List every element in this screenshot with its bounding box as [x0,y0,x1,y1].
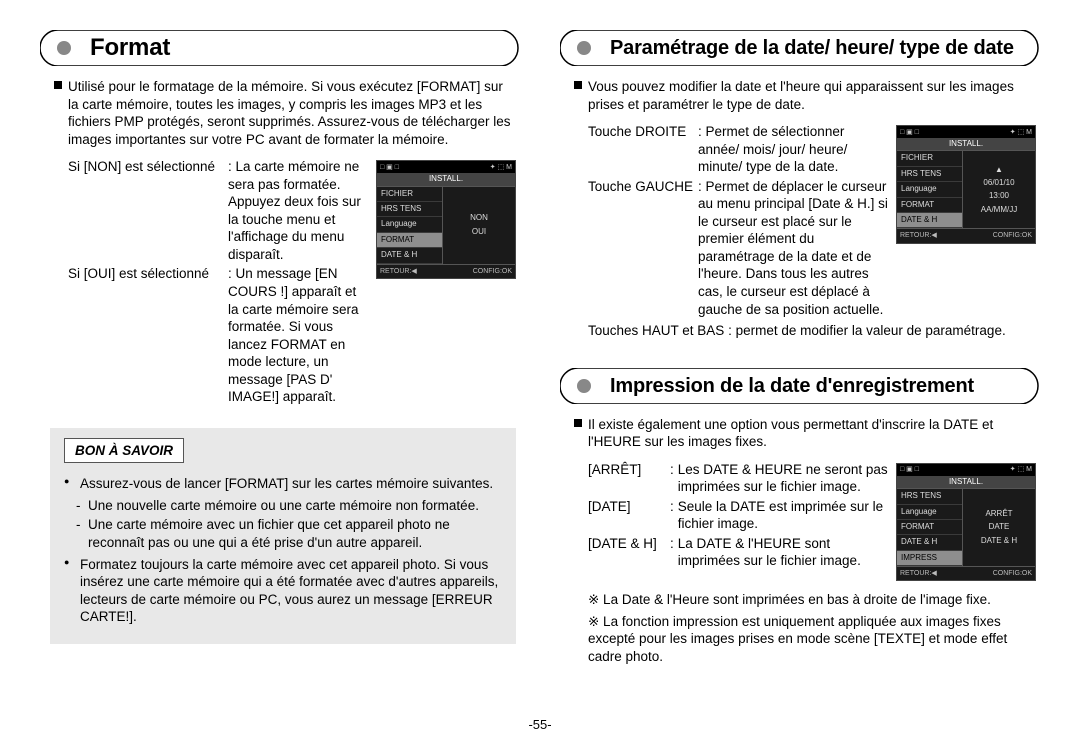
date-intro: Vous pouvez modifier la date et l'heure … [588,78,1036,113]
lcd-ok: CONFIG:OK [473,267,512,276]
lcd-value: 06/01/10 [983,178,1014,188]
lcd-ok: CONFIG:OK [993,231,1032,240]
lcd-top-icons-right: ✦ ⬚ M [1010,465,1032,474]
lcd-item: FICHIER [377,187,442,202]
updown-key-row: Touches HAUT et BAS : permet de modifier… [588,322,1036,340]
lcd-preview-date: □ ▣ □ ✦ ⬚ M INSTALL. FICHIER HRS TENS Lan… [896,125,1036,243]
info-title: BON À SAVOIR [64,438,184,464]
lcd-install-label: INSTALL. [377,173,515,186]
format-intro: Utilisé pour le formatage de la mémoire.… [68,78,516,148]
lcd-item-selected: IMPRESS [897,551,962,566]
heading-date: Paramétrage de la date/ heure/ type de d… [610,30,1014,66]
lcd-item: HRS TENS [897,167,962,182]
lcd-install-label: INSTALL. [897,138,1035,151]
lcd-item: Language [897,505,962,520]
imprint-note1: ※ La Date & l'Heure sont imprimées en ba… [588,591,1036,609]
lcd-preview-format: □ ▣ □ ✦ ⬚ M INSTALL. FICHIER HRS TENS Lan… [376,160,516,278]
lcd-top-icons: □ ▣ □ [380,163,399,172]
info-dash: Une nouvelle carte mémoire ou une carte … [80,497,502,515]
imprint-date-row: [DATE] : Seule la DATE est imprimée sur … [588,498,888,533]
lcd-value: ARRÊT [985,509,1012,519]
heading-format: Format [90,30,170,66]
lcd-value: 13:00 [989,191,1009,201]
info-box: BON À SAVOIR Assurez-vous de lancer [FOR… [50,428,516,644]
lcd-value: AA/MM/JJ [981,205,1017,215]
lcd-item: DATE & H [897,535,962,550]
imprint-off-row: [ARRÊT] : Les DATE & HEURE ne seront pas… [588,461,888,496]
info-bullet: Formatez toujours la carte mémoire avec … [76,556,502,626]
left-key-row: Touche GAUCHE : Permet de déplacer le cu… [588,178,888,318]
square-bullet-icon [574,81,582,89]
square-bullet-icon [54,81,62,89]
square-bullet-icon [574,419,582,427]
lcd-item: FICHIER [897,151,962,166]
section-header-imprint: Impression de la date d'enregistrement [560,368,1040,404]
lcd-value: DATE & H [981,536,1017,546]
info-dash: Une carte mémoire avec un fichier que ce… [80,516,502,551]
lcd-item-selected: DATE & H [897,213,962,228]
lcd-back: RETOUR:◀ [900,569,937,578]
heading-imprint: Impression de la date d'enregistrement [610,368,974,404]
right-key-row: Touche DROITE : Permet de sélectionner a… [588,123,888,176]
lcd-value: OUI [472,227,486,237]
lcd-preview-imprint: □ ▣ □ ✦ ⬚ M INSTALL. HRS TENS Language FO… [896,463,1036,581]
lcd-value: DATE [989,522,1010,532]
lcd-ok: CONFIG:OK [993,569,1032,578]
format-no-row: Si [NON] est sélectionné : La carte mémo… [68,158,368,263]
lcd-item: Language [897,182,962,197]
page-number: -55- [528,717,551,734]
section-header-format: Format [40,30,520,66]
imprint-datetime-row: [DATE & H] : La DATE & l'HEURE sont impr… [588,535,888,570]
lcd-item: HRS TENS [377,202,442,217]
lcd-install-label: INSTALL. [897,476,1035,489]
lcd-back: RETOUR:◀ [380,267,417,276]
lcd-top-icons: □ ▣ □ [900,465,919,474]
lcd-item: DATE & H [377,248,442,263]
lcd-item: FORMAT [897,198,962,213]
lcd-value: NON [470,213,488,223]
lcd-back: RETOUR:◀ [900,231,937,240]
lcd-item-selected: FORMAT [377,233,442,248]
lcd-top-icons: □ ▣ □ [900,128,919,137]
lcd-item: Language [377,217,442,232]
lcd-top-icons-right: ✦ ⬚ M [490,163,512,172]
lcd-top-icons-right: ✦ ⬚ M [1010,128,1032,137]
lcd-item: FORMAT [897,520,962,535]
lcd-item: HRS TENS [897,489,962,504]
format-yes-row: Si [OUI] est sélectionné : Un message [E… [68,265,368,405]
info-bullet: Assurez-vous de lancer [FORMAT] sur les … [76,475,502,493]
imprint-intro: Il existe également une option vous perm… [588,416,1036,451]
section-header-date: Paramétrage de la date/ heure/ type de d… [560,30,1040,66]
lcd-value: ▲ [995,165,1003,175]
imprint-note2: ※ La fonction impression est uniquement … [588,613,1036,666]
